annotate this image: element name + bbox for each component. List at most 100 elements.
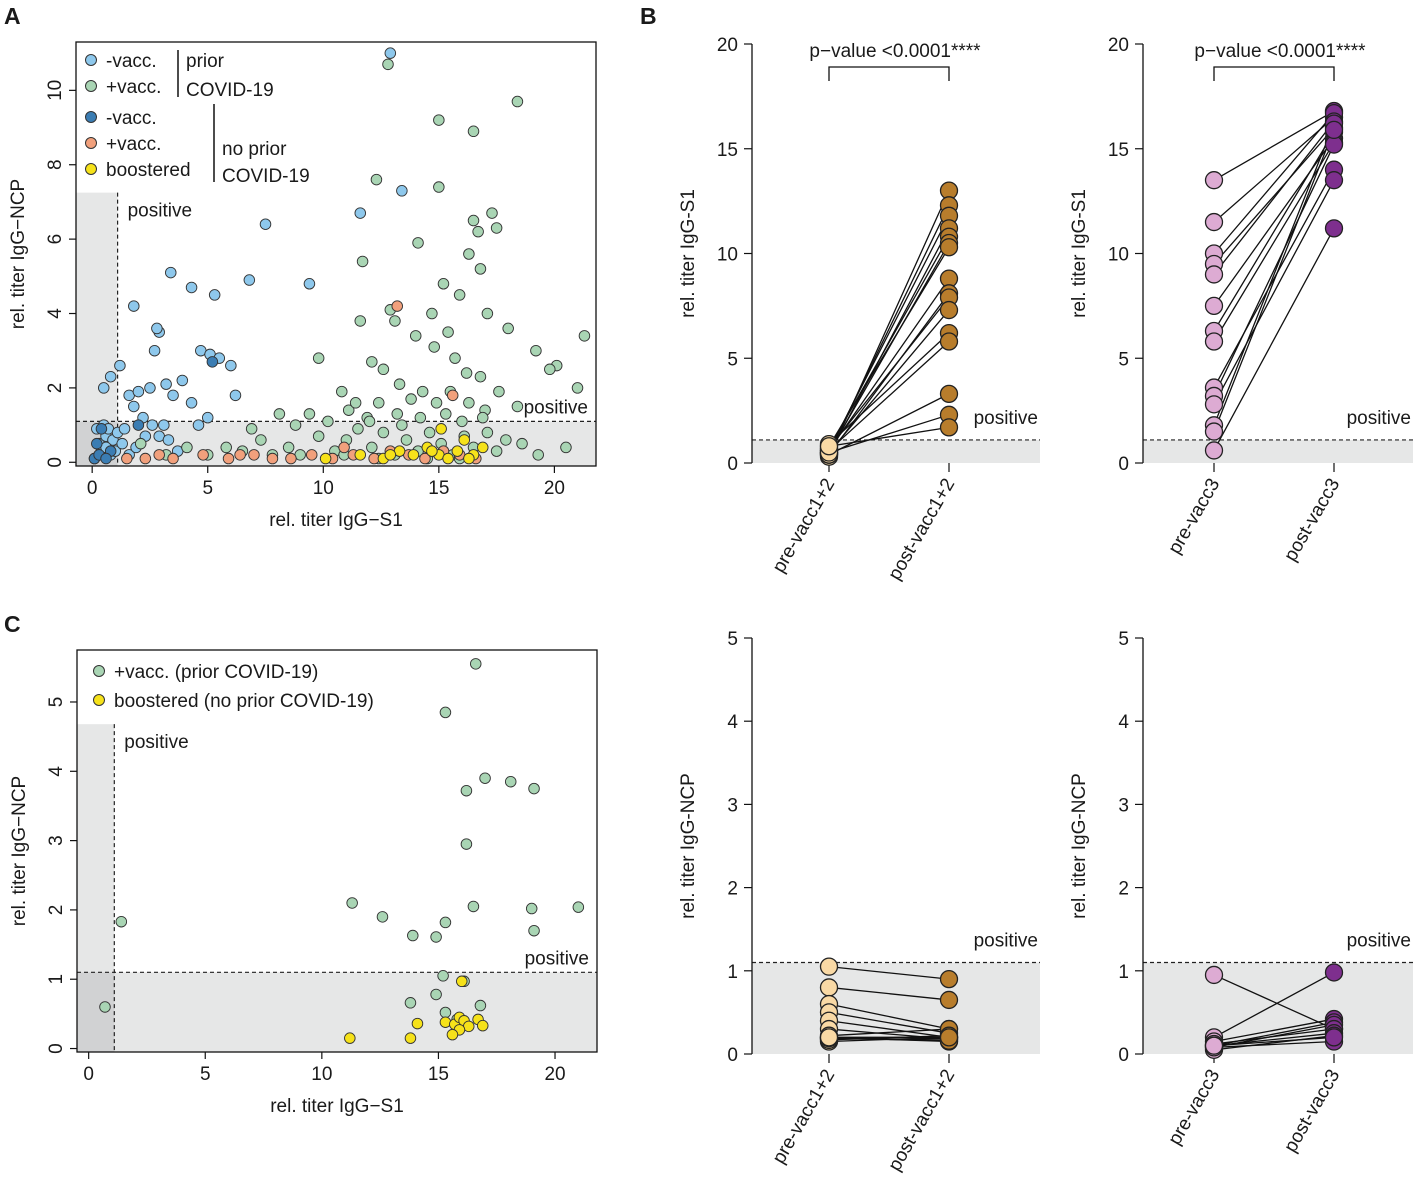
data-point — [451, 445, 464, 457]
data-point — [384, 449, 397, 461]
data-point — [407, 449, 420, 461]
data-point — [493, 385, 505, 398]
y-tick-label: 4 — [1118, 712, 1129, 733]
y-tick-label: 1 — [727, 962, 738, 983]
data-point — [463, 452, 475, 465]
data-point — [192, 419, 205, 431]
y-tick-label: 4 — [45, 308, 66, 319]
significance-label: p−value <0.0001**** — [1194, 41, 1366, 62]
data-point — [560, 441, 572, 454]
pair-line — [1213, 116, 1335, 223]
data-point — [528, 782, 540, 795]
data-point — [474, 370, 487, 383]
y-tick-label: 10 — [717, 245, 738, 266]
post-point — [939, 969, 959, 989]
data-point — [366, 356, 378, 368]
legend-a-group-1-line-1: prior — [186, 51, 225, 72]
data-point — [437, 278, 450, 290]
legend-c-item-1: +vacc. (prior COVID-19) — [114, 662, 318, 683]
data-point — [162, 434, 175, 446]
panel-label-a: A — [4, 3, 21, 29]
data-point — [322, 415, 334, 428]
data-point — [391, 300, 403, 312]
data-point — [391, 408, 403, 420]
data-point — [338, 441, 350, 454]
pre-point — [1204, 332, 1224, 351]
x-axis-label: rel. titer IgG−S1 — [269, 510, 403, 531]
y-tick-label: 5 — [1118, 629, 1129, 650]
pair-line — [1213, 131, 1335, 332]
data-point — [354, 315, 367, 327]
y-tick-label: 5 — [727, 629, 738, 650]
data-point — [349, 397, 362, 409]
legend-a: -vacc. +vacc. prior COVID-19 -vacc. +vac… — [85, 50, 310, 187]
data-point — [377, 426, 390, 439]
negative-region-vertical — [77, 724, 115, 973]
data-point — [97, 382, 110, 394]
data-point — [449, 352, 461, 364]
data-point — [104, 370, 117, 383]
panel-c-paired-vacc3: positive 0 1 2 3 4 5 rel. titer IgG-NCP pre-vacc… — [1069, 629, 1413, 1156]
y-tick-label: 20 — [717, 35, 738, 56]
pair-line — [1213, 121, 1335, 275]
panel-b-paired-vacc12: positive 0 5 10 15 20 rel. titer IgG-S1 pre-vac… — [678, 35, 1040, 584]
y-tick-label: 20 — [1108, 35, 1129, 56]
pair-line — [1213, 1032, 1335, 1047]
category-label: pre-vacc1+2 — [769, 1066, 840, 1168]
positive-annotation-horizontal: positive — [525, 948, 589, 969]
pair-line — [1213, 971, 1335, 1038]
data-point — [430, 988, 442, 1001]
y-axis-label: rel. titer IgG-S1 — [1069, 189, 1090, 318]
data-point — [382, 58, 394, 71]
data-point — [474, 263, 487, 275]
data-point — [433, 181, 445, 193]
pair-line — [828, 278, 950, 451]
y-tick-label: 3 — [727, 795, 738, 816]
data-point — [446, 389, 459, 402]
y-tick-label: 15 — [717, 140, 738, 161]
post-point — [939, 332, 959, 351]
data-point — [405, 393, 417, 405]
data-point — [544, 363, 556, 376]
negative-region-horizontal — [77, 972, 597, 1052]
pair-line — [828, 1037, 950, 1042]
pair-line — [828, 1028, 950, 1037]
y-tick-label: 5 — [727, 349, 738, 370]
x-tick-label: 0 — [83, 1064, 94, 1085]
data-point — [433, 114, 445, 126]
data-point — [469, 658, 482, 670]
data-point — [373, 397, 385, 409]
data-point — [440, 408, 452, 420]
legend-a-swatch-pos-prior — [85, 80, 97, 92]
negative-region — [1143, 439, 1413, 463]
data-point — [396, 419, 408, 431]
category-label: pre-vacc3 — [1164, 475, 1224, 558]
legend-a-item-5: boostered — [106, 160, 191, 181]
data-point — [167, 452, 179, 465]
data-point — [201, 411, 214, 424]
data-point — [446, 1028, 459, 1041]
data-point — [426, 307, 438, 320]
data-point — [437, 970, 449, 982]
data-point — [467, 900, 480, 913]
y-tick-label: 0 — [727, 1045, 738, 1066]
pair-line — [1213, 123, 1335, 426]
x-tick-label: 5 — [202, 478, 213, 499]
data-point — [389, 315, 401, 327]
data-point — [99, 1001, 111, 1013]
data-point — [255, 434, 267, 446]
y-tick-label: 6 — [45, 234, 66, 245]
pair-line — [1213, 1028, 1335, 1045]
x-tick-label: 20 — [544, 1064, 565, 1085]
pair-line — [828, 426, 950, 447]
category-label: post-vacc1+2 — [884, 475, 959, 584]
legend-a-item-4: +vacc. — [106, 134, 161, 155]
legend-c: +vacc. (prior COVID-19) boostered (no pr… — [93, 662, 374, 712]
data-point — [185, 281, 198, 294]
pair-line — [828, 986, 950, 1001]
data-point — [411, 1017, 424, 1030]
y-axis-label: rel. titer IgG-S1 — [678, 189, 699, 318]
data-point — [273, 408, 286, 420]
panel-c-scatter: 0 5 10 15 20 0 1 2 3 4 5 rel. titer IgG−S1 rel. tite… — [9, 649, 598, 1117]
